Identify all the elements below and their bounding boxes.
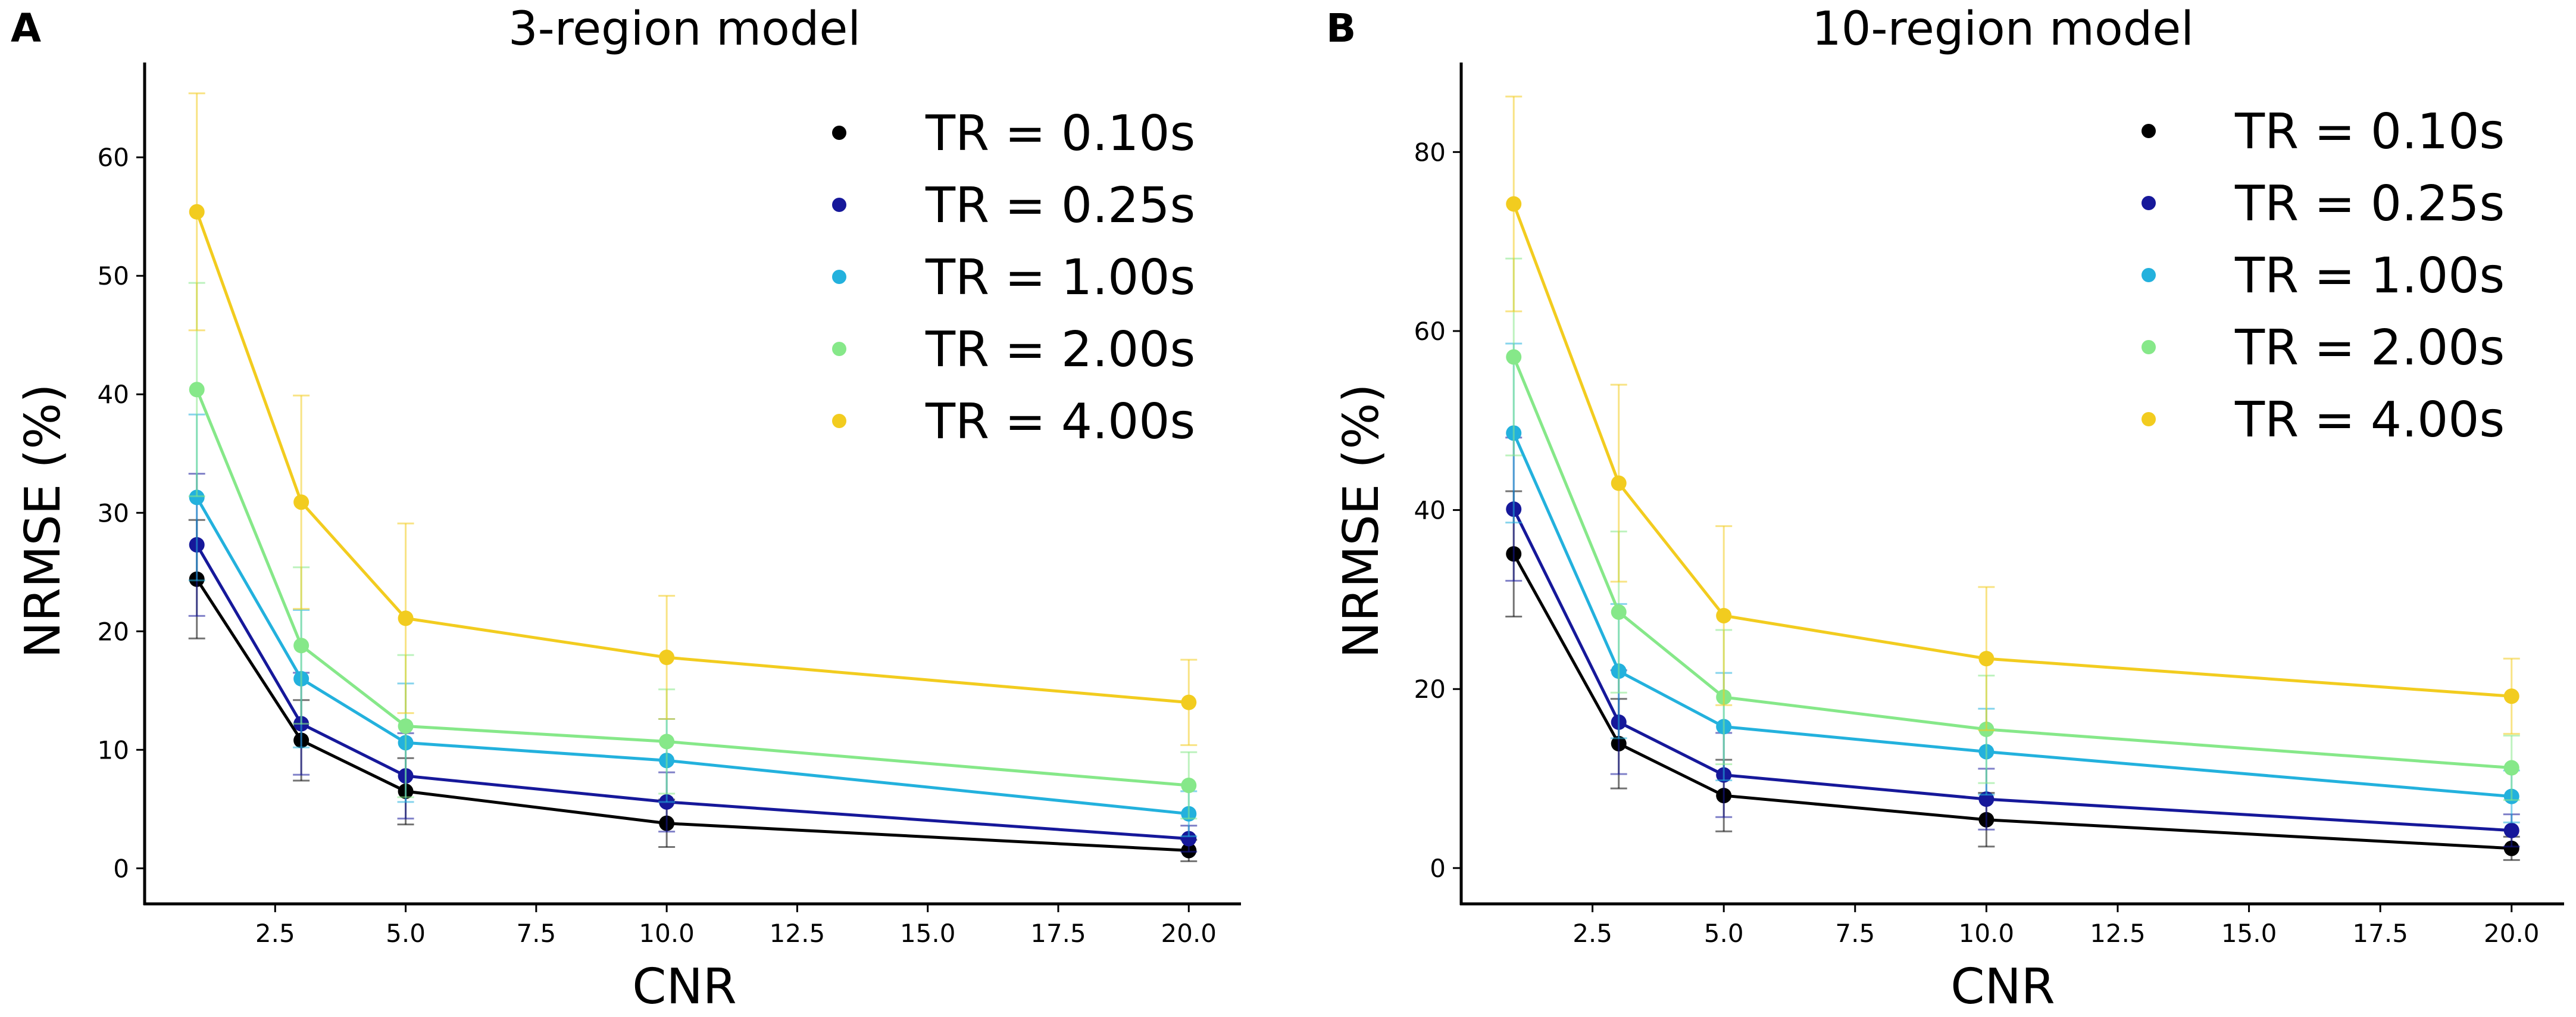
panel-b-x-axis-label: CNR: [1950, 959, 2055, 1015]
panel-a-y-tick-label: 40: [98, 380, 129, 409]
panel-b-series-tr-1-00s-line: [1512, 432, 2512, 798]
panel-b-x-tick-label: 2.5: [1573, 919, 1612, 948]
panel-a-legend-marker: [832, 126, 846, 140]
panel-a-legend-label: TR = 4.00s: [925, 394, 1195, 450]
panel-b-axes: [1459, 63, 2564, 906]
panel-b-x-tick-label: 7.5: [1835, 919, 1875, 948]
panel-b-y-tick-label: 80: [1414, 138, 1446, 167]
panel-a-series-tr-2-00s-point: [1181, 777, 1197, 793]
panel-a-legend-label: TR = 2.00s: [925, 322, 1195, 378]
panel-a-series-tr-2-00s-point: [293, 638, 310, 654]
panel-b-legend-marker: [2142, 412, 2156, 426]
panel-a-series-tr-0-25s-line: [195, 544, 1189, 840]
panel-a-series-tr-4-00s-point: [398, 610, 414, 626]
panel-b-x-tick-label: 12.5: [2090, 919, 2146, 948]
panel-b-ticks: 2.5 5.0 7.5 10.0 12.5 15.0 17.5 20.0 0 20 40 60 80: [1414, 138, 2540, 948]
panel-b: B 10-region model CNR NRMSE (%) 2.5 5.0 7.…: [1326, 2, 2564, 1015]
panel-a-x-tick-label: 5.0: [386, 919, 426, 948]
panel-a-series: [188, 92, 1198, 862]
panel-b-series-tr-4-00s-point: [1978, 651, 1994, 667]
panel-a-x-axis-label: CNR: [632, 959, 737, 1015]
panel-a-legend-marker: [832, 414, 846, 428]
panel-b-legend-marker: [2142, 124, 2156, 138]
panel-b-series-tr-4-00s-point: [2503, 688, 2519, 704]
panel-b-x-tick-label: 10.0: [1959, 919, 2015, 948]
panel-b-legend-label: TR = 0.10s: [2234, 104, 2505, 160]
panel-b-series: [1505, 95, 2520, 861]
panel-a-series-tr-4-00s: [188, 92, 1198, 746]
panel-b-legend-marker: [2142, 340, 2156, 354]
panel-a-series-tr-4-00s-point: [1181, 694, 1197, 710]
panel-b-y-axis-label: NRMSE (%): [1333, 384, 1390, 659]
panel-b-series-tr-0-10s-point: [2503, 840, 2519, 856]
panel-a-axes: [143, 63, 1241, 906]
panel-a-legend-label: TR = 0.10s: [925, 105, 1195, 162]
panel-a-legend-marker: [832, 342, 846, 356]
panel-b-legend-label: TR = 4.00s: [2234, 392, 2505, 448]
panel-a-x-tick-label: 10.0: [639, 919, 695, 948]
panel-b-series-tr-2-00s-point: [1611, 604, 1627, 620]
panel-b-series-tr-2-00s-point: [1506, 349, 1522, 365]
panel-b-legend-label: TR = 1.00s: [2234, 248, 2505, 304]
panel-a-series-tr-4-00s-point: [293, 494, 310, 510]
panel-a-y-tick-label: 30: [98, 498, 129, 528]
panel-b-series-tr-4-00s-point: [1611, 475, 1627, 491]
panel-a-series-tr-1-00s-point: [189, 489, 205, 506]
panel-b-legend-label: TR = 0.25s: [2234, 176, 2505, 232]
panel-a-x-tick-label: 7.5: [516, 919, 556, 948]
panel-a-y-tick-label: 60: [98, 143, 129, 172]
panel-a-series-tr-4-00s-point: [659, 650, 675, 666]
panel-b-x-tick-label: 15.0: [2221, 919, 2277, 948]
panel-b-series-tr-2-00s-point: [2503, 760, 2519, 776]
panel-a-x-tick-label: 15.0: [900, 919, 956, 948]
panel-b-y-tick-label: 0: [1430, 854, 1446, 883]
panel-a-y-tick-label: 20: [98, 617, 129, 646]
panel-b-series-tr-0-10s-line: [1512, 553, 2512, 850]
panel-b-series-tr-0-10s: [1505, 490, 2520, 861]
panel-a-series-tr-4-00s-point: [189, 204, 205, 220]
panel-b-x-tick-label: 20.0: [2484, 919, 2540, 948]
panel-b-series-tr-0-25s-point: [2503, 822, 2519, 838]
panel-a-legend-marker: [832, 270, 846, 284]
panel-b-y-tick-label: 40: [1414, 496, 1446, 525]
panel-b-y-tick-label: 60: [1414, 317, 1446, 346]
panel-a-legend: TR = 0.10s TR = 0.25s TR = 1.00s TR = 2.00s…: [832, 105, 1195, 450]
panel-b-legend-marker: [2142, 268, 2156, 282]
panel-a-x-tick-label: 20.0: [1161, 919, 1217, 948]
panel-b-x-tick-label: 5.0: [1704, 919, 1744, 948]
panel-b-title: 10-region model: [1812, 2, 2194, 56]
panel-a-series-tr-2-00s-point: [659, 734, 675, 750]
panel-b-series-tr-4-00s: [1505, 95, 2520, 735]
panel-a-series-tr-0-25s: [188, 473, 1198, 853]
panel-a-legend-marker: [832, 198, 846, 212]
panel-a-legend-label: TR = 1.00s: [925, 249, 1195, 306]
panel-a-series-tr-1-00s-line: [195, 497, 1189, 816]
panel-a: A 3-region model CNR NRMSE (%) 2.5 5.0 7.5…: [11, 2, 1241, 1015]
panel-a-x-tick-label: 2.5: [255, 919, 295, 948]
panel-a-series-tr-2-00s-point: [398, 718, 414, 734]
panel-b-y-tick-label: 20: [1414, 675, 1446, 704]
panel-a-series-tr-2-00s-point: [189, 382, 205, 398]
panel-a-series-tr-0-10s-line: [195, 578, 1189, 852]
panel-a-y-tick-label: 50: [98, 261, 129, 291]
panel-a-y-tick-label: 0: [113, 854, 129, 883]
panel-b-x-tick-label: 17.5: [2352, 919, 2408, 948]
panel-b-legend-label: TR = 2.00s: [2234, 320, 2505, 376]
panel-a-y-axis-label: NRMSE (%): [15, 384, 71, 659]
panel-b-series-tr-4-00s-point: [1716, 607, 1732, 623]
panel-a-x-tick-label: 17.5: [1030, 919, 1086, 948]
panel-a-title: 3-region model: [508, 2, 861, 56]
panel-a-series-tr-0-25s-point: [1181, 831, 1197, 847]
panel-a-legend-label: TR = 0.25s: [925, 177, 1195, 234]
panel-a-letter: A: [11, 5, 41, 51]
panel-a-ticks: 2.5 5.0 7.5 10.0 12.5 15.0 17.5 20.0 0 10 20 30 40 50…: [98, 143, 1217, 948]
panel-a-x-tick-label: 12.5: [770, 919, 826, 948]
panel-b-series-tr-4-00s-point: [1506, 196, 1522, 212]
panel-b-legend-marker: [2142, 196, 2156, 210]
panel-a-y-tick-label: 10: [98, 735, 129, 765]
panel-b-legend: TR = 0.10s TR = 0.25s TR = 1.00s TR = 2.00s…: [2142, 104, 2505, 448]
panel-b-letter: B: [1326, 5, 1356, 51]
